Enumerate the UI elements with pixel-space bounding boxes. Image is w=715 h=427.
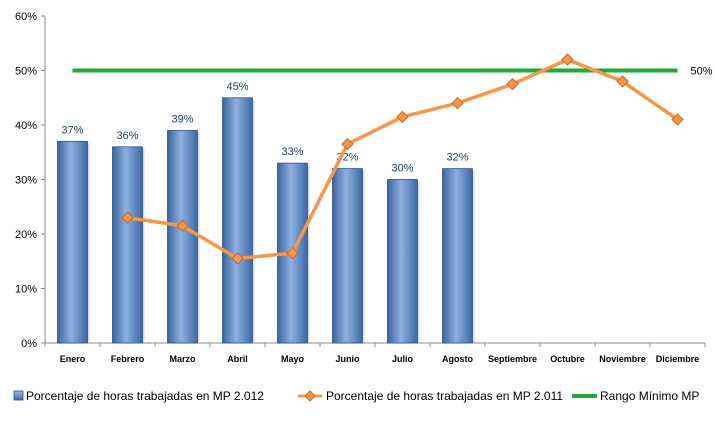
legend-swatch-bar bbox=[13, 390, 24, 401]
x-tick-label: Julio bbox=[392, 354, 414, 364]
x-tick-label: Mayo bbox=[281, 354, 305, 364]
y-tick-label: 0% bbox=[21, 338, 37, 350]
series-point-2011 bbox=[671, 113, 684, 126]
bar-data-label: 37% bbox=[61, 124, 83, 136]
bar bbox=[57, 140, 88, 344]
series-point-2011 bbox=[341, 137, 354, 151]
y-tick-label: 60% bbox=[15, 11, 37, 23]
y-tick-label: 30% bbox=[15, 175, 37, 187]
legend-swatch-2011-marker bbox=[304, 390, 316, 402]
series-point-2011 bbox=[121, 211, 134, 224]
bar bbox=[112, 146, 143, 344]
x-tick-label: Abril bbox=[227, 354, 248, 364]
y-tick-label: 40% bbox=[15, 120, 37, 132]
y-tick-label: 10% bbox=[15, 284, 37, 296]
bar bbox=[222, 97, 253, 344]
rango-minimo-end-label: 50% bbox=[691, 66, 713, 78]
series-point-2011 bbox=[396, 110, 409, 124]
bar-data-label: 39% bbox=[171, 113, 193, 125]
x-tick-label: Octubre bbox=[550, 354, 585, 364]
bar bbox=[332, 168, 363, 344]
series-point-2011 bbox=[561, 53, 574, 66]
x-tick-label: Septiembre bbox=[488, 354, 537, 364]
x-tick-label: Noviembre bbox=[599, 354, 646, 364]
series-point-2011 bbox=[506, 77, 519, 91]
x-tick-label: Diciembre bbox=[656, 354, 700, 364]
x-tick-label: Enero bbox=[60, 354, 86, 364]
y-tick-label: 20% bbox=[15, 229, 37, 241]
legend-label-2012: Porcentaje de horas trabajadas en MP 2.0… bbox=[26, 389, 264, 403]
bar-data-label: 32% bbox=[446, 152, 468, 164]
x-tick-label: Febrero bbox=[111, 354, 145, 364]
y-tick-label: 50% bbox=[15, 66, 37, 78]
series-point-2011 bbox=[176, 219, 189, 233]
legend-label-rango-minimo: Rango Mínimo MP bbox=[600, 389, 699, 403]
bar-data-label: 30% bbox=[391, 163, 413, 175]
bar bbox=[442, 168, 473, 344]
bar bbox=[167, 130, 198, 344]
bar-data-label: 45% bbox=[226, 81, 248, 93]
series-point-2011 bbox=[451, 96, 464, 110]
x-tick-label: Agosto bbox=[442, 354, 473, 364]
bar bbox=[387, 179, 418, 344]
bar-data-label: 33% bbox=[281, 146, 303, 158]
series-point-2011 bbox=[231, 252, 244, 265]
series-point-2011 bbox=[286, 246, 299, 260]
x-tick-label: Marzo bbox=[169, 354, 196, 364]
series-point-2011 bbox=[616, 75, 629, 88]
legend-label-2011: Porcentaje de horas trabajadas en MP 2.0… bbox=[326, 389, 563, 403]
x-tick-label: Junio bbox=[336, 354, 361, 364]
bar-data-label: 36% bbox=[116, 130, 138, 142]
